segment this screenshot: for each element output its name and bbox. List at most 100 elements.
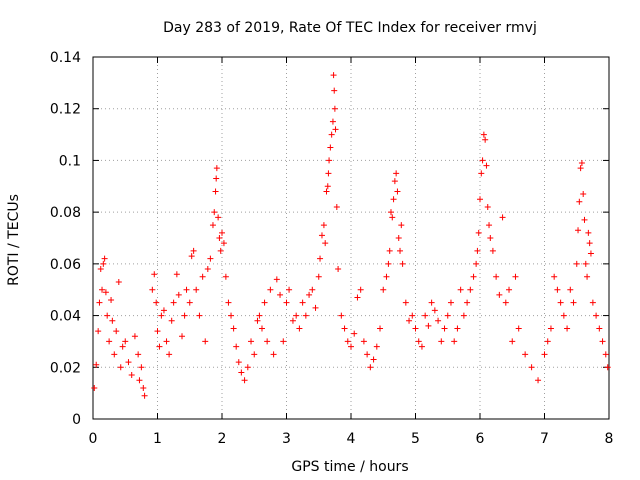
data-point bbox=[225, 299, 232, 306]
data-point bbox=[168, 317, 175, 324]
data-point bbox=[99, 286, 106, 293]
data-point bbox=[220, 240, 227, 247]
data-point bbox=[584, 273, 591, 280]
data-point bbox=[267, 286, 274, 293]
data-point bbox=[115, 278, 122, 285]
data-point bbox=[109, 317, 116, 324]
data-point bbox=[499, 214, 506, 221]
data-point bbox=[454, 325, 461, 332]
data-point bbox=[484, 203, 491, 210]
y-tick-label: 0.04 bbox=[50, 309, 81, 325]
data-point bbox=[251, 351, 258, 358]
data-point bbox=[331, 105, 338, 112]
data-point bbox=[202, 338, 209, 345]
data-point bbox=[360, 338, 367, 345]
y-tick-label: 0.12 bbox=[50, 102, 81, 118]
data-point bbox=[564, 325, 571, 332]
data-point bbox=[409, 312, 416, 319]
data-point bbox=[312, 304, 319, 311]
data-point bbox=[338, 312, 345, 319]
y-tick-label: 0.02 bbox=[50, 360, 81, 376]
data-point bbox=[331, 87, 338, 94]
data-point bbox=[578, 160, 585, 167]
data-point bbox=[106, 338, 113, 345]
x-tick-label: 7 bbox=[540, 431, 549, 447]
data-point bbox=[402, 299, 409, 306]
x-tick-label: 4 bbox=[347, 431, 356, 447]
data-point bbox=[315, 273, 322, 280]
data-point bbox=[228, 312, 235, 319]
data-point bbox=[325, 170, 332, 177]
data-point bbox=[254, 317, 261, 324]
data-point bbox=[535, 377, 542, 384]
data-point bbox=[213, 165, 220, 172]
data-point bbox=[293, 312, 300, 319]
data-point bbox=[283, 299, 290, 306]
data-point bbox=[256, 312, 263, 319]
chart-title: Day 283 of 2019, Rate Of TEC Index for r… bbox=[163, 20, 537, 36]
data-point bbox=[496, 291, 503, 298]
data-point bbox=[486, 222, 493, 229]
data-point bbox=[460, 312, 467, 319]
data-point bbox=[111, 351, 118, 358]
data-point bbox=[412, 325, 419, 332]
data-point bbox=[327, 144, 334, 151]
data-point bbox=[230, 325, 237, 332]
data-point bbox=[196, 312, 203, 319]
data-point bbox=[386, 247, 393, 254]
data-point bbox=[512, 273, 519, 280]
data-point bbox=[302, 312, 309, 319]
data-point bbox=[101, 255, 108, 262]
data-point bbox=[415, 338, 422, 345]
data-point bbox=[370, 356, 377, 363]
data-point bbox=[390, 196, 397, 203]
data-point bbox=[306, 291, 313, 298]
data-point bbox=[457, 286, 464, 293]
data-point bbox=[435, 317, 442, 324]
x-tick-label: 3 bbox=[282, 431, 291, 447]
data-point bbox=[541, 351, 548, 358]
data-point bbox=[113, 328, 120, 335]
data-point bbox=[102, 289, 109, 296]
x-tick-label: 1 bbox=[153, 431, 162, 447]
axis-ticks: 0 1 2 3 4 5 6 7 8 0 0.02 0.04 0.06 0.08 0.1 0.12 0.14 bbox=[50, 50, 614, 447]
data-point bbox=[391, 178, 398, 185]
data-point bbox=[470, 273, 477, 280]
data-point bbox=[149, 286, 156, 293]
data-point bbox=[479, 157, 486, 164]
data-point bbox=[318, 232, 325, 239]
data-point bbox=[509, 338, 516, 345]
data-point bbox=[357, 286, 364, 293]
data-point bbox=[193, 286, 200, 293]
data-point bbox=[425, 322, 432, 329]
data-point bbox=[398, 222, 405, 229]
data-point bbox=[131, 333, 138, 340]
data-point bbox=[138, 364, 145, 371]
data-point bbox=[482, 136, 489, 143]
data-point bbox=[140, 384, 147, 391]
data-point bbox=[431, 307, 438, 314]
data-point bbox=[577, 165, 584, 172]
data-point bbox=[151, 271, 158, 278]
data-point bbox=[324, 183, 331, 190]
data-point bbox=[125, 359, 132, 366]
data-point bbox=[406, 317, 413, 324]
data-point bbox=[418, 343, 425, 350]
data-point bbox=[323, 188, 330, 195]
data-point bbox=[576, 198, 583, 205]
data-point bbox=[95, 328, 102, 335]
data-point bbox=[273, 276, 280, 283]
data-point bbox=[277, 291, 284, 298]
data-point bbox=[141, 392, 148, 399]
data-point bbox=[502, 299, 509, 306]
data-point bbox=[153, 299, 160, 306]
data-point bbox=[244, 364, 251, 371]
data-point bbox=[219, 229, 225, 236]
data-point bbox=[104, 312, 111, 319]
data-point bbox=[377, 325, 384, 332]
data-point bbox=[551, 273, 558, 280]
data-point bbox=[320, 222, 327, 229]
data-point bbox=[156, 343, 163, 350]
data-point bbox=[447, 299, 454, 306]
